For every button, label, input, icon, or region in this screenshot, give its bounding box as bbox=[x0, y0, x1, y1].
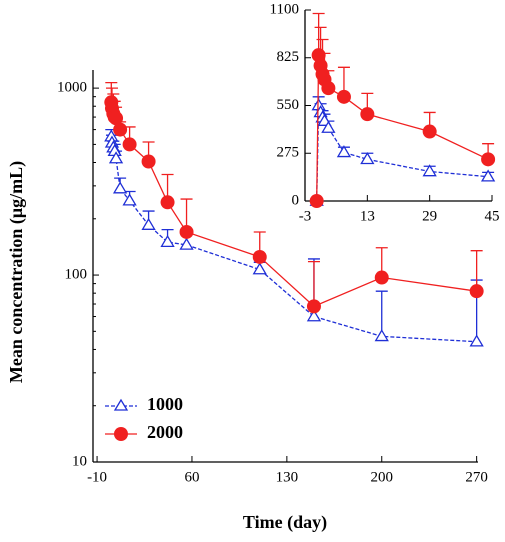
data-point bbox=[113, 122, 128, 137]
data-point bbox=[179, 237, 194, 250]
x-tick-label: 200 bbox=[371, 469, 394, 485]
data-point bbox=[306, 309, 322, 322]
data-point bbox=[336, 145, 352, 158]
data-point bbox=[160, 234, 175, 247]
y-axis-label: Mean concentration (μg/mL) bbox=[6, 161, 27, 383]
data-point bbox=[309, 194, 324, 208]
y-tick-label: 1000 bbox=[57, 80, 87, 96]
data-point bbox=[374, 329, 389, 342]
y-tick-label: 1100 bbox=[270, 1, 299, 17]
legend-label: 2000 bbox=[147, 422, 183, 442]
data-point bbox=[141, 154, 156, 169]
data-point bbox=[141, 217, 156, 230]
series-line bbox=[316, 55, 489, 202]
data-point bbox=[306, 299, 321, 314]
data-point bbox=[108, 151, 124, 164]
y-tick-label: 275 bbox=[277, 145, 300, 161]
error-bar bbox=[307, 260, 320, 307]
y-tick-label: 100 bbox=[65, 266, 88, 282]
data-point bbox=[109, 111, 124, 126]
x-tick-label: 13 bbox=[360, 208, 375, 224]
data-point bbox=[122, 193, 137, 206]
data-point bbox=[112, 181, 128, 194]
data-point bbox=[321, 120, 336, 133]
data-point bbox=[311, 48, 326, 63]
data-point bbox=[469, 284, 484, 299]
data-point bbox=[122, 137, 137, 152]
data-point bbox=[179, 224, 194, 239]
data-point bbox=[160, 195, 175, 210]
y-tick-label: 0 bbox=[292, 192, 300, 208]
data-point bbox=[469, 334, 484, 347]
x-tick-label: -10 bbox=[87, 469, 107, 485]
data-point bbox=[336, 89, 351, 104]
y-tick-label: 550 bbox=[277, 97, 300, 113]
x-tick-label: 60 bbox=[184, 469, 199, 485]
x-axis-label: Time (day) bbox=[243, 512, 327, 533]
data-point bbox=[481, 152, 496, 167]
y-tick-label: 10 bbox=[72, 453, 87, 469]
data-point bbox=[422, 124, 437, 139]
data-point bbox=[252, 262, 267, 275]
data-point bbox=[252, 249, 267, 264]
error-bar bbox=[375, 290, 388, 337]
x-tick-label: 45 bbox=[485, 208, 500, 224]
data-point bbox=[422, 164, 437, 177]
data-point bbox=[360, 107, 375, 122]
data-point bbox=[321, 81, 336, 96]
data-point bbox=[480, 169, 496, 182]
x-tick-label: 270 bbox=[465, 469, 488, 485]
data-point bbox=[374, 270, 389, 285]
legend-label: 1000 bbox=[147, 394, 183, 414]
x-tick-label: -3 bbox=[299, 208, 312, 224]
data-point bbox=[360, 152, 375, 165]
x-tick-label: 130 bbox=[276, 469, 299, 485]
y-tick-label: 825 bbox=[277, 49, 300, 65]
legend-marker bbox=[114, 427, 128, 441]
legend-marker bbox=[113, 398, 129, 411]
x-tick-label: 29 bbox=[422, 208, 437, 224]
